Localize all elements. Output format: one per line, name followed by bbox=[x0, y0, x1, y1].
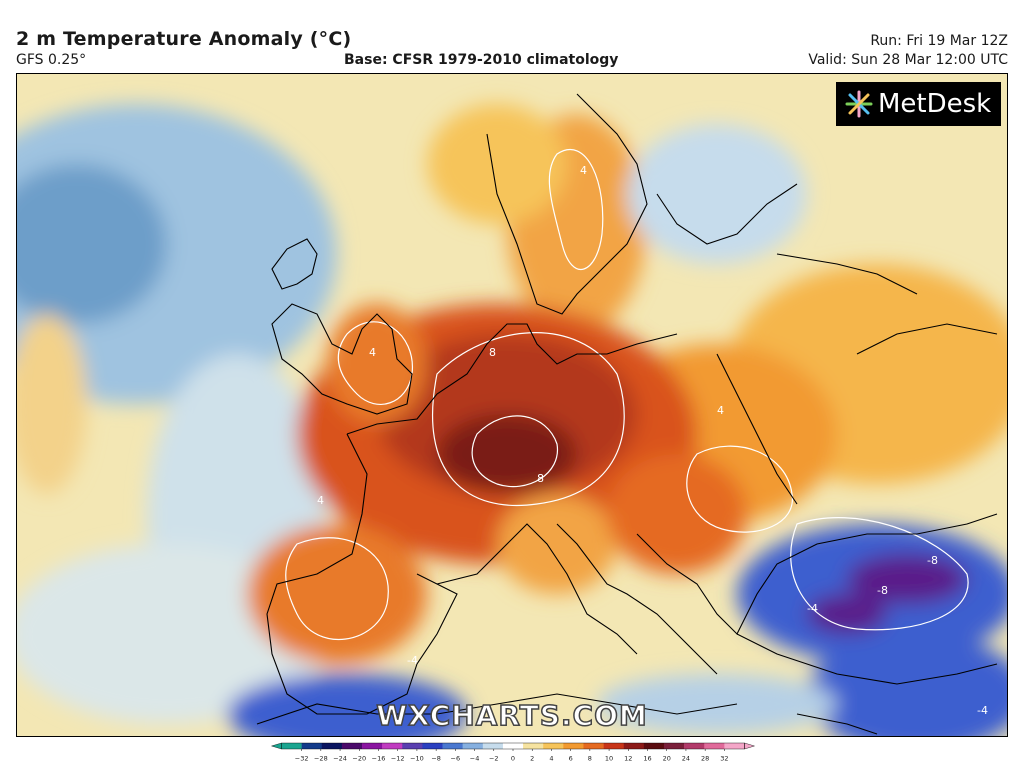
colorbar-max-arrow bbox=[744, 742, 756, 750]
contour-label: -4 bbox=[407, 654, 418, 667]
colorbar-swatch bbox=[583, 743, 604, 749]
colorbar-label: 28 bbox=[701, 755, 709, 763]
map-canvas: 4 8 8 4 4 4 -4 -8 -8 -4 -4 bbox=[17, 74, 1007, 736]
colorbar-swatch bbox=[623, 743, 645, 749]
colorbar-label: −10 bbox=[410, 755, 424, 763]
colorbar-label: 16 bbox=[643, 755, 651, 763]
colorbar: −32 −28 −24 −20 −16 −12 −10 −8 −6 −4 −2 0 2 4 6 8 10 12 16… bbox=[270, 742, 756, 763]
colorbar-label: 4 bbox=[549, 755, 553, 763]
colorbar-label: −12 bbox=[391, 755, 405, 763]
contour-label: 4 bbox=[369, 346, 376, 359]
colorbar-swatch bbox=[684, 743, 705, 749]
colorbar-swatch bbox=[382, 743, 403, 749]
valid-time-label: Valid: Sun 28 Mar 12:00 UTC bbox=[808, 52, 1008, 68]
colorbar-label: 8 bbox=[588, 755, 592, 763]
contour-label: 4 bbox=[580, 164, 587, 177]
colorbar-swatch bbox=[543, 743, 564, 749]
contour-label: 4 bbox=[317, 494, 324, 507]
colorbar-label: −16 bbox=[372, 755, 386, 763]
colorbar-swatch bbox=[603, 743, 624, 749]
colorbar-swatch bbox=[502, 743, 524, 749]
anomaly-field bbox=[17, 104, 1007, 736]
colorbar-label: 32 bbox=[720, 755, 728, 763]
metdesk-star-icon bbox=[845, 90, 873, 118]
colorbar-label: 20 bbox=[663, 755, 671, 763]
climatology-base-label: Base: CFSR 1979-2010 climatology bbox=[344, 52, 619, 68]
colorbar-label: −8 bbox=[431, 755, 441, 763]
colorbar-label: 6 bbox=[569, 755, 573, 763]
coastlines bbox=[256, 93, 998, 735]
colorbar-swatch bbox=[724, 743, 745, 749]
colorbar-label: −6 bbox=[451, 755, 461, 763]
colorbar-swatch bbox=[321, 743, 343, 749]
contour-label: -4 bbox=[807, 602, 818, 615]
colorbar-swatch bbox=[643, 743, 665, 749]
run-time-label: Run: Fri 19 Mar 12Z bbox=[870, 33, 1008, 49]
colorbar-label: 10 bbox=[605, 755, 613, 763]
colorbar-label: 24 bbox=[682, 755, 690, 763]
colorbar-label: 12 bbox=[624, 755, 632, 763]
colorbar-label: −24 bbox=[333, 755, 347, 763]
contour-labels: 4 8 8 4 4 4 -4 -8 -8 -4 -4 bbox=[317, 164, 988, 717]
colorbar-swatch bbox=[362, 743, 383, 749]
colorbar-label: −2 bbox=[489, 755, 499, 763]
colorbar-swatch bbox=[442, 743, 463, 749]
colorbar-swatch bbox=[663, 743, 685, 749]
colorbar-swatch bbox=[482, 743, 504, 749]
colorbar-label: 2 bbox=[530, 755, 534, 763]
contour-label: -4 bbox=[977, 704, 988, 717]
chart-title: 2 m Temperature Anomaly (°C) bbox=[16, 28, 352, 50]
colorbar-swatch bbox=[704, 743, 725, 749]
colorbar-label: −28 bbox=[314, 755, 328, 763]
metdesk-logo-text: MetDesk bbox=[878, 89, 992, 119]
contour-label: -8 bbox=[927, 554, 938, 567]
colorbar-swatch bbox=[523, 743, 544, 749]
colorbar-label: −4 bbox=[470, 755, 480, 763]
colorbar-label: 0 bbox=[511, 755, 515, 763]
colorbar-swatch bbox=[341, 743, 363, 749]
colorbar-label: −20 bbox=[352, 755, 366, 763]
contour-lines bbox=[285, 148, 969, 640]
contour-label: 8 bbox=[537, 472, 544, 485]
colorbar-min-arrow bbox=[270, 742, 282, 750]
metdesk-logo: MetDesk bbox=[836, 82, 1001, 126]
colorbar-swatch bbox=[462, 743, 484, 749]
colorbar-swatch bbox=[563, 743, 584, 749]
colorbar-swatch bbox=[422, 743, 443, 749]
colorbar-label: −32 bbox=[295, 755, 309, 763]
contour-label: 8 bbox=[489, 346, 496, 359]
anomaly-map: 4 8 8 4 4 4 -4 -8 -8 -4 -4 MetDesk WXCHA… bbox=[16, 73, 1008, 737]
contour-label: 4 bbox=[717, 404, 724, 417]
colorbar-swatch bbox=[402, 743, 423, 749]
wxcharts-watermark: WXCHARTS.COM bbox=[375, 698, 648, 733]
contour-label: -8 bbox=[877, 584, 888, 597]
colorbar-swatch bbox=[281, 743, 302, 749]
colorbar-swatch bbox=[301, 743, 323, 749]
model-label: GFS 0.25° bbox=[16, 52, 87, 68]
